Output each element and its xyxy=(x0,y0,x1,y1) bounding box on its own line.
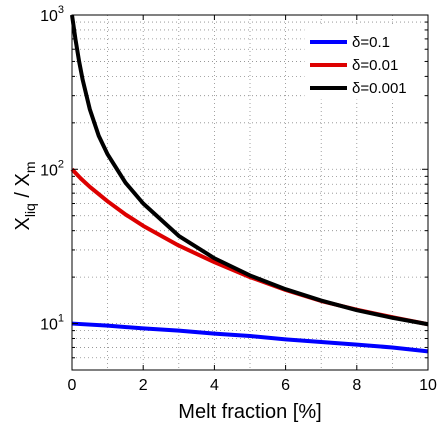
legend-label-delta-0-1: δ=0.1 xyxy=(352,34,390,51)
y-tick-label: 101 xyxy=(40,313,64,334)
x-axis-label: Melt fraction [%] xyxy=(178,401,321,423)
legend: δ=0.1 δ=0.01 δ=0.001 xyxy=(304,26,422,100)
x-tick-labels: 0 2 4 6 8 10 xyxy=(68,377,437,394)
series-lines xyxy=(70,14,429,354)
legend-label-delta-0-01: δ=0.01 xyxy=(352,57,398,74)
axis-ticks xyxy=(71,14,429,371)
x-tick-label: 4 xyxy=(210,377,219,394)
y-tick-labels: 101 102 103 xyxy=(40,4,64,334)
y-tick-label: 103 xyxy=(40,4,64,25)
plot-frame xyxy=(71,14,429,371)
x-tick-label: 2 xyxy=(139,377,148,394)
legend-label-delta-0-001: δ=0.001 xyxy=(352,80,407,97)
series-line-0 xyxy=(71,321,429,354)
x-tick-label: 6 xyxy=(281,377,290,394)
y-axis-label: Xliq / Xm xyxy=(12,161,38,230)
x-tick-label: 10 xyxy=(419,377,437,394)
x-tick-label: 8 xyxy=(352,377,361,394)
y-tick-label: 102 xyxy=(40,158,64,179)
series-line-2 xyxy=(70,14,429,327)
x-tick-label: 0 xyxy=(68,377,77,394)
